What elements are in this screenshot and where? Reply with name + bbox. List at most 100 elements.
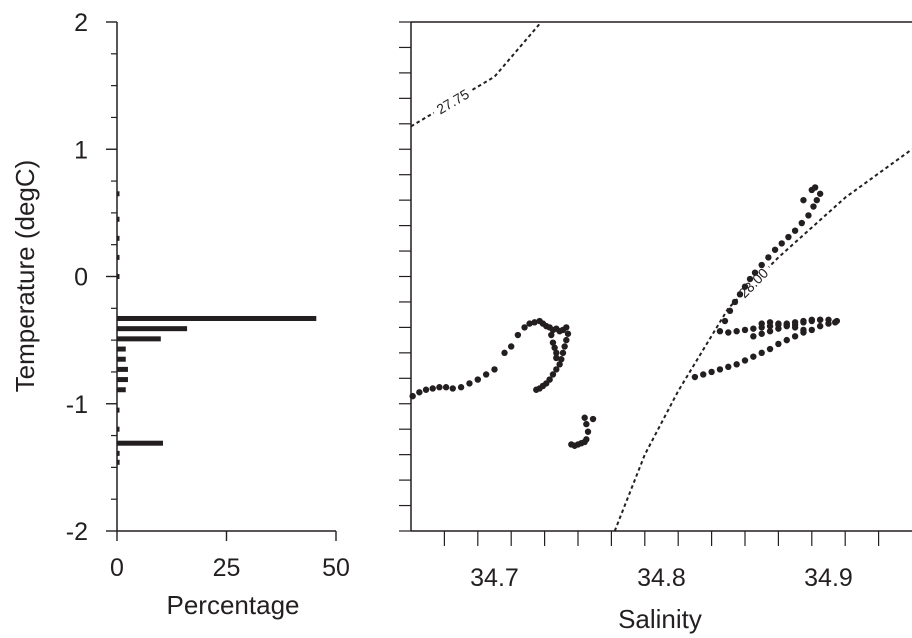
ts-data-point <box>556 361 563 368</box>
histogram-x-tick-label: 0 <box>110 554 124 582</box>
histogram-bar <box>117 254 120 260</box>
histogram-bar <box>117 426 120 432</box>
ts-data-point <box>746 275 754 283</box>
histogram-y-tick-label: -2 <box>66 518 88 546</box>
ts-data-point <box>563 324 570 331</box>
ts-data-point <box>553 366 560 373</box>
ts-data-point <box>750 325 757 332</box>
ts-data-point <box>741 326 749 334</box>
ts-data-point <box>825 316 832 323</box>
ts-data-point <box>501 349 508 357</box>
ts-data-point <box>791 324 799 331</box>
ts-data-point <box>775 320 782 327</box>
ts-data-point <box>816 316 824 323</box>
ts-data-point <box>474 376 481 383</box>
ts-data-point <box>726 307 734 315</box>
ts-data-point <box>725 363 732 371</box>
ts-data-point <box>508 343 515 350</box>
ts-data-point <box>558 356 565 363</box>
histogram-bars <box>117 191 317 465</box>
histogram-bar <box>117 387 126 393</box>
ts-data-point <box>583 436 590 443</box>
ts-data-point <box>708 368 715 376</box>
histogram-bar <box>117 450 120 456</box>
histogram-bar <box>117 216 120 222</box>
ts-data-point <box>449 385 456 392</box>
ts-data-point <box>514 331 522 339</box>
ts-data-point <box>766 319 774 326</box>
ts-data-point <box>457 384 465 391</box>
ts-data-point <box>584 428 592 435</box>
ts-points <box>409 184 841 449</box>
ts-data-point <box>721 317 729 325</box>
ts-data-point <box>791 333 799 340</box>
ts-data-point <box>436 384 443 391</box>
ts-data-point <box>422 386 430 393</box>
histogram-bar <box>117 459 120 465</box>
ts-data-point <box>783 321 790 329</box>
histogram-y-ticks: -2 -1 0 1 2 <box>66 9 117 546</box>
ts-y-ticks <box>399 21 411 532</box>
ts-x-tick-label: 34.7 <box>470 564 519 592</box>
histogram-bar <box>117 191 120 197</box>
ts-data-point <box>725 329 732 336</box>
ts-data-point <box>526 320 533 327</box>
ts-data-point <box>691 373 699 381</box>
ts-data-point <box>548 331 555 339</box>
ts-data-point <box>549 339 557 346</box>
histogram-bar <box>117 315 317 321</box>
ts-data-point <box>741 283 749 290</box>
ts-data-point <box>766 328 774 335</box>
ts-data-point <box>741 357 749 364</box>
histogram-bar <box>117 407 120 413</box>
ts-data-point <box>564 330 572 337</box>
ts-data-point <box>778 240 785 247</box>
ts-data-point <box>751 269 759 276</box>
ts-data-point <box>775 325 782 332</box>
ts-data-point <box>771 246 779 253</box>
ts-data-point <box>442 384 450 391</box>
ts-data-point <box>583 420 590 428</box>
ts-data-point <box>800 319 807 326</box>
histogram-y-tick-label: -1 <box>66 391 88 419</box>
ts-data-point <box>409 392 416 400</box>
ts-data-point <box>733 328 740 335</box>
ts-x-tick-label: 34.9 <box>804 564 853 592</box>
histogram-panel: -2 -1 0 1 2 0 25 50 Temperature (degC) Percent… <box>10 9 350 620</box>
ts-data-point <box>800 196 807 204</box>
ts-data-point <box>581 414 588 421</box>
ts-data-point <box>589 415 597 423</box>
ts-data-point <box>482 371 490 378</box>
ts-data-point <box>800 326 807 334</box>
histogram-bar <box>117 366 128 372</box>
ts-data-point <box>758 349 765 357</box>
ts-data-point <box>521 324 528 331</box>
ts-data-point <box>785 233 792 241</box>
histogram-y-tick-label: 1 <box>74 136 88 164</box>
ts-data-point <box>553 349 560 357</box>
ts-data-point <box>816 322 824 330</box>
density-contour-line <box>410 21 543 128</box>
histogram-bar <box>117 377 128 383</box>
ts-data-point <box>808 186 815 194</box>
ts-data-point <box>561 343 568 350</box>
ts-data-point <box>805 212 812 219</box>
ts-data-point <box>733 361 740 368</box>
ts-x-tick-label: 34.8 <box>637 564 686 592</box>
ts-data-point <box>750 333 757 340</box>
ts-data-point <box>765 254 772 261</box>
ts-data-point <box>553 354 560 362</box>
ts-data-point <box>700 371 707 378</box>
histogram-x-tick-label: 25 <box>213 554 241 582</box>
contour-label-background <box>429 82 477 121</box>
histogram-bar <box>117 440 163 446</box>
ts-data-point <box>716 366 724 373</box>
ts-data-point <box>563 336 570 344</box>
ts-data-point <box>766 345 774 353</box>
ts-data-point <box>731 298 739 306</box>
histogram-y-tick-label: 2 <box>74 9 88 37</box>
ts-data-point <box>491 366 498 373</box>
ts-data-point <box>549 371 557 378</box>
